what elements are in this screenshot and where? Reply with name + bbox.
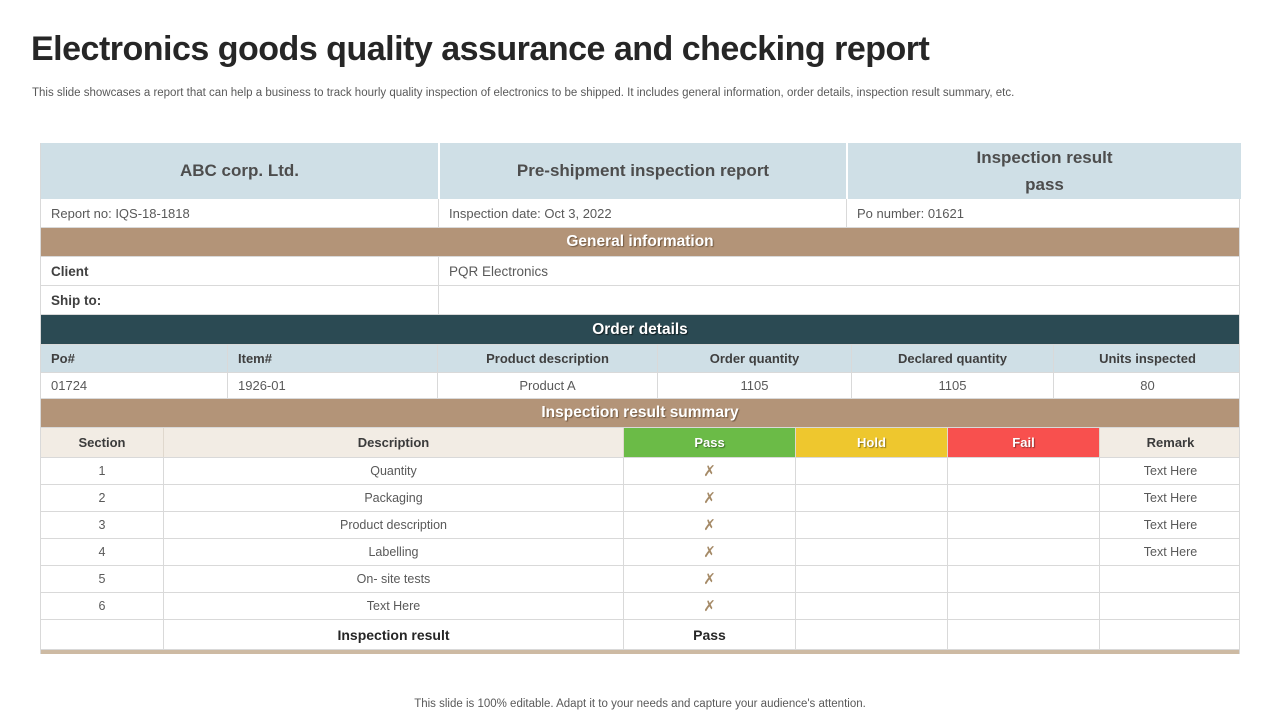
- summary-row-6: 6 Text Here ✗: [41, 593, 1239, 620]
- section-number: 1: [98, 464, 106, 478]
- pass-mark-icon: ✗: [623, 485, 795, 511]
- client-row: Client PQR Electronics: [41, 257, 1239, 286]
- company-name: ABC corp. Ltd.: [41, 143, 438, 199]
- order-details-header-row: Po# Item# Product description Order quan…: [41, 345, 1239, 373]
- ship-to-label: Ship to:: [51, 292, 102, 308]
- fail-cell: [947, 539, 1099, 565]
- units-inspected-value: 80: [1053, 373, 1241, 398]
- col-po: Po#: [51, 351, 75, 366]
- col-pass-chip: Pass: [623, 428, 795, 457]
- fail-cell: [947, 512, 1099, 538]
- inspection-result-pass-value: Pass: [623, 620, 795, 649]
- result-section-cell: [41, 620, 163, 649]
- section-description: On- site tests: [163, 566, 623, 592]
- section-description: Product description: [163, 512, 623, 538]
- client-label: Client: [51, 263, 89, 279]
- po-value: 01724: [51, 378, 88, 393]
- remark-cell: [1099, 593, 1241, 619]
- hold-cell: [795, 539, 947, 565]
- summary-row-2: 2 Packaging ✗ Text Here: [41, 485, 1239, 512]
- section-number: 5: [98, 572, 106, 586]
- col-description: Description: [163, 428, 623, 457]
- section-description: Text Here: [163, 593, 623, 619]
- result-hold-cell: [795, 620, 947, 649]
- col-declared-quantity: Declared quantity: [851, 345, 1053, 372]
- col-units-inspected: Units inspected: [1053, 345, 1241, 372]
- remark-cell: Text Here: [1099, 539, 1241, 565]
- inspection-result-row: Inspection result Pass: [41, 620, 1239, 650]
- result-remark-cell: [1099, 620, 1241, 649]
- col-product-description: Product description: [437, 345, 657, 372]
- order-quantity-value: 1105: [657, 373, 851, 398]
- ship-to-value: [438, 286, 1241, 314]
- pass-mark-icon: ✗: [623, 458, 795, 484]
- remark-cell: [1099, 566, 1241, 592]
- inspection-result-value: pass: [1025, 175, 1064, 194]
- summary-row-3: 3 Product description ✗ Text Here: [41, 512, 1239, 539]
- remark-cell: Text Here: [1099, 458, 1241, 484]
- hold-cell: [795, 458, 947, 484]
- ship-to-row: Ship to:: [41, 286, 1239, 315]
- general-information-band: General information: [41, 228, 1239, 257]
- inspection-report-table: ABC corp. Ltd. Pre-shipment inspection r…: [40, 143, 1241, 654]
- col-hold-chip: Hold: [795, 428, 947, 457]
- inspection-date: Inspection date: Oct 3, 2022: [438, 199, 846, 227]
- pass-mark-icon: ✗: [623, 593, 795, 619]
- pass-mark-icon: ✗: [623, 539, 795, 565]
- po-number: Po number: 01621: [846, 199, 1241, 227]
- page-subtitle: This slide showcases a report that can h…: [32, 87, 1015, 99]
- item-value: 1926-01: [227, 373, 437, 398]
- fail-cell: [947, 593, 1099, 619]
- col-section: Section: [78, 435, 126, 450]
- report-meta-row: Report no: IQS-18-1818 Inspection date: …: [41, 199, 1239, 228]
- inspection-result-row-label: Inspection result: [163, 620, 623, 649]
- remark-cell: Text Here: [1099, 485, 1241, 511]
- col-item: Item#: [227, 345, 437, 372]
- section-description: Packaging: [163, 485, 623, 511]
- hold-cell: [795, 512, 947, 538]
- order-details-band: Order details: [41, 315, 1239, 345]
- table-bottom-border: [41, 650, 1239, 654]
- summary-row-5: 5 On- site tests ✗: [41, 566, 1239, 593]
- pass-mark-icon: ✗: [623, 512, 795, 538]
- declared-quantity-value: 1105: [851, 373, 1053, 398]
- pass-mark-icon: ✗: [623, 566, 795, 592]
- report-no: Report no: IQS-18-1818: [51, 205, 190, 221]
- inspection-result-cell: Inspection result pass: [846, 143, 1241, 199]
- fail-cell: [947, 485, 1099, 511]
- section-description: Quantity: [163, 458, 623, 484]
- remark-cell: Text Here: [1099, 512, 1241, 538]
- inspection-summary-band: Inspection result summary: [41, 399, 1239, 428]
- col-fail-chip: Fail: [947, 428, 1099, 457]
- section-number: 2: [98, 491, 106, 505]
- order-details-data-row: 01724 1926-01 Product A 1105 1105 80: [41, 373, 1239, 399]
- report-header-row: ABC corp. Ltd. Pre-shipment inspection r…: [41, 143, 1241, 199]
- hold-cell: [795, 566, 947, 592]
- section-description: Labelling: [163, 539, 623, 565]
- hold-cell: [795, 593, 947, 619]
- report-title: Pre-shipment inspection report: [438, 143, 846, 199]
- section-number: 3: [98, 518, 106, 532]
- hold-cell: [795, 485, 947, 511]
- result-fail-cell: [947, 620, 1099, 649]
- section-number: 6: [98, 599, 106, 613]
- inspection-result-label: Inspection result: [976, 147, 1113, 167]
- col-remark: Remark: [1099, 428, 1241, 457]
- section-number: 4: [98, 545, 106, 559]
- slide-footer-note: This slide is 100% editable. Adapt it to…: [414, 698, 866, 710]
- summary-row-1: 1 Quantity ✗ Text Here: [41, 458, 1239, 485]
- fail-cell: [947, 566, 1099, 592]
- summary-header-row: Section Description Pass Hold Fail Remar…: [41, 428, 1239, 458]
- summary-row-4: 4 Labelling ✗ Text Here: [41, 539, 1239, 566]
- product-description-value: Product A: [437, 373, 657, 398]
- page-title: Electronics goods quality assurance and …: [31, 30, 930, 68]
- client-value: PQR Electronics: [438, 257, 1241, 285]
- fail-cell: [947, 458, 1099, 484]
- col-order-quantity: Order quantity: [657, 345, 851, 372]
